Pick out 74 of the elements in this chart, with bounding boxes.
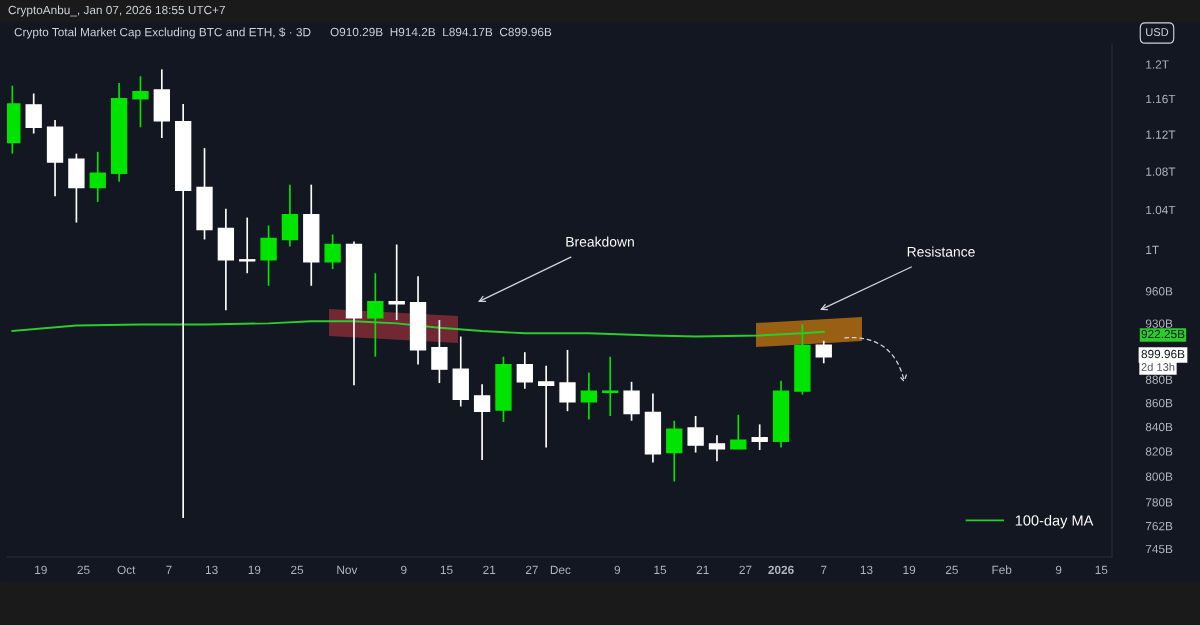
y-tick-label: 745B (1145, 544, 1173, 554)
y-tick-label: 960B (1145, 287, 1173, 296)
y-tick-label: 762B (1145, 521, 1173, 531)
x-tick-label: Feb (992, 565, 1012, 574)
candlestick (815, 339, 832, 365)
x-tick-label: 19 (903, 565, 916, 574)
candlestick (730, 413, 747, 450)
y-tick-label: 1.2T (1146, 60, 1169, 69)
candlestick (324, 233, 341, 270)
y-tick-label: 860B (1145, 398, 1173, 408)
text: CryptoAnbu_, Jan 07, 2026 18:55 UTC+7 (8, 5, 225, 17)
x-tick-label: 15 (1095, 565, 1108, 574)
x-tick-label: 9 (614, 565, 621, 574)
y-tick-label: 780B (1145, 498, 1173, 507)
chart-subtitle: O910.29B H914.2B L894.17B C899.96B (330, 27, 552, 37)
x-tick-label: 7 (821, 565, 827, 574)
y-tick-label: 840B (1145, 422, 1173, 432)
x-tick-label: 21 (696, 565, 709, 574)
x-tick-label: 9 (1055, 565, 1062, 574)
y-tick-label: 1T (1146, 245, 1159, 254)
candlestick (623, 380, 640, 422)
x-tick-label: 27 (739, 565, 752, 574)
candlestick (260, 224, 277, 287)
x-tick-label: 19 (35, 565, 47, 574)
candlestick (751, 423, 768, 451)
candlestick (687, 415, 704, 454)
candlestick (431, 319, 448, 384)
candlestick (666, 419, 683, 483)
x-tick-label: 7 (166, 565, 172, 574)
x-tick-label: 15 (440, 565, 453, 574)
y-tick-label: 800B (1145, 472, 1173, 481)
candlestick (473, 383, 491, 461)
x-tick-label: Oct (117, 565, 136, 574)
candlestick (580, 371, 598, 421)
x-tick-label: 25 (291, 565, 304, 574)
y-tick-label: 1.16T (1146, 94, 1176, 104)
candlestick (708, 434, 726, 463)
x-tick-label: 2026 (768, 565, 794, 574)
x-tick-label: Nov (337, 565, 358, 574)
x-tick-label: 25 (945, 565, 958, 574)
text: 899.96B (1141, 349, 1185, 359)
x-tick-label: 9 (401, 565, 407, 574)
text: USD (1146, 28, 1169, 36)
text: 2d 13h (1141, 362, 1175, 371)
candlestick (559, 349, 576, 413)
text: 922.25B (1141, 329, 1185, 339)
x-tick-label: 27 (525, 565, 538, 574)
candlestick (25, 92, 42, 135)
candlestick (239, 216, 256, 275)
x-tick-label: 19 (248, 565, 261, 574)
x-tick-label: 13 (860, 565, 873, 574)
y-tick-label: 820B (1145, 447, 1173, 456)
line-series (11, 320, 825, 338)
x-tick-label: 25 (77, 565, 90, 574)
annotation: Resistance (907, 246, 975, 257)
y-tick-label: 1.04T (1146, 205, 1176, 215)
candlestick (516, 351, 533, 390)
y-tick-label: 880B (1145, 375, 1173, 384)
candlestick (367, 272, 384, 358)
candlestick (537, 364, 555, 449)
candlestick (132, 75, 149, 129)
y-tick-label: 1.08T (1146, 167, 1176, 176)
candlestick (89, 150, 106, 203)
x-tick-label: 21 (483, 565, 496, 574)
x-tick-label: 13 (205, 565, 218, 574)
candlestick (602, 355, 619, 417)
x-tick-label: Dec (550, 565, 571, 574)
candlestick (388, 243, 405, 321)
x-tick-label: 15 (654, 565, 667, 574)
y-tick-label: 1.12T (1146, 130, 1176, 139)
annotation: Breakdown (566, 236, 634, 247)
legend-label: 100-day MA (1015, 514, 1094, 529)
chart-title: Crypto Total Market Cap Excluding BTC and ETH, $ · 3D (14, 27, 311, 39)
y-tick-label: 930B (1145, 319, 1173, 328)
